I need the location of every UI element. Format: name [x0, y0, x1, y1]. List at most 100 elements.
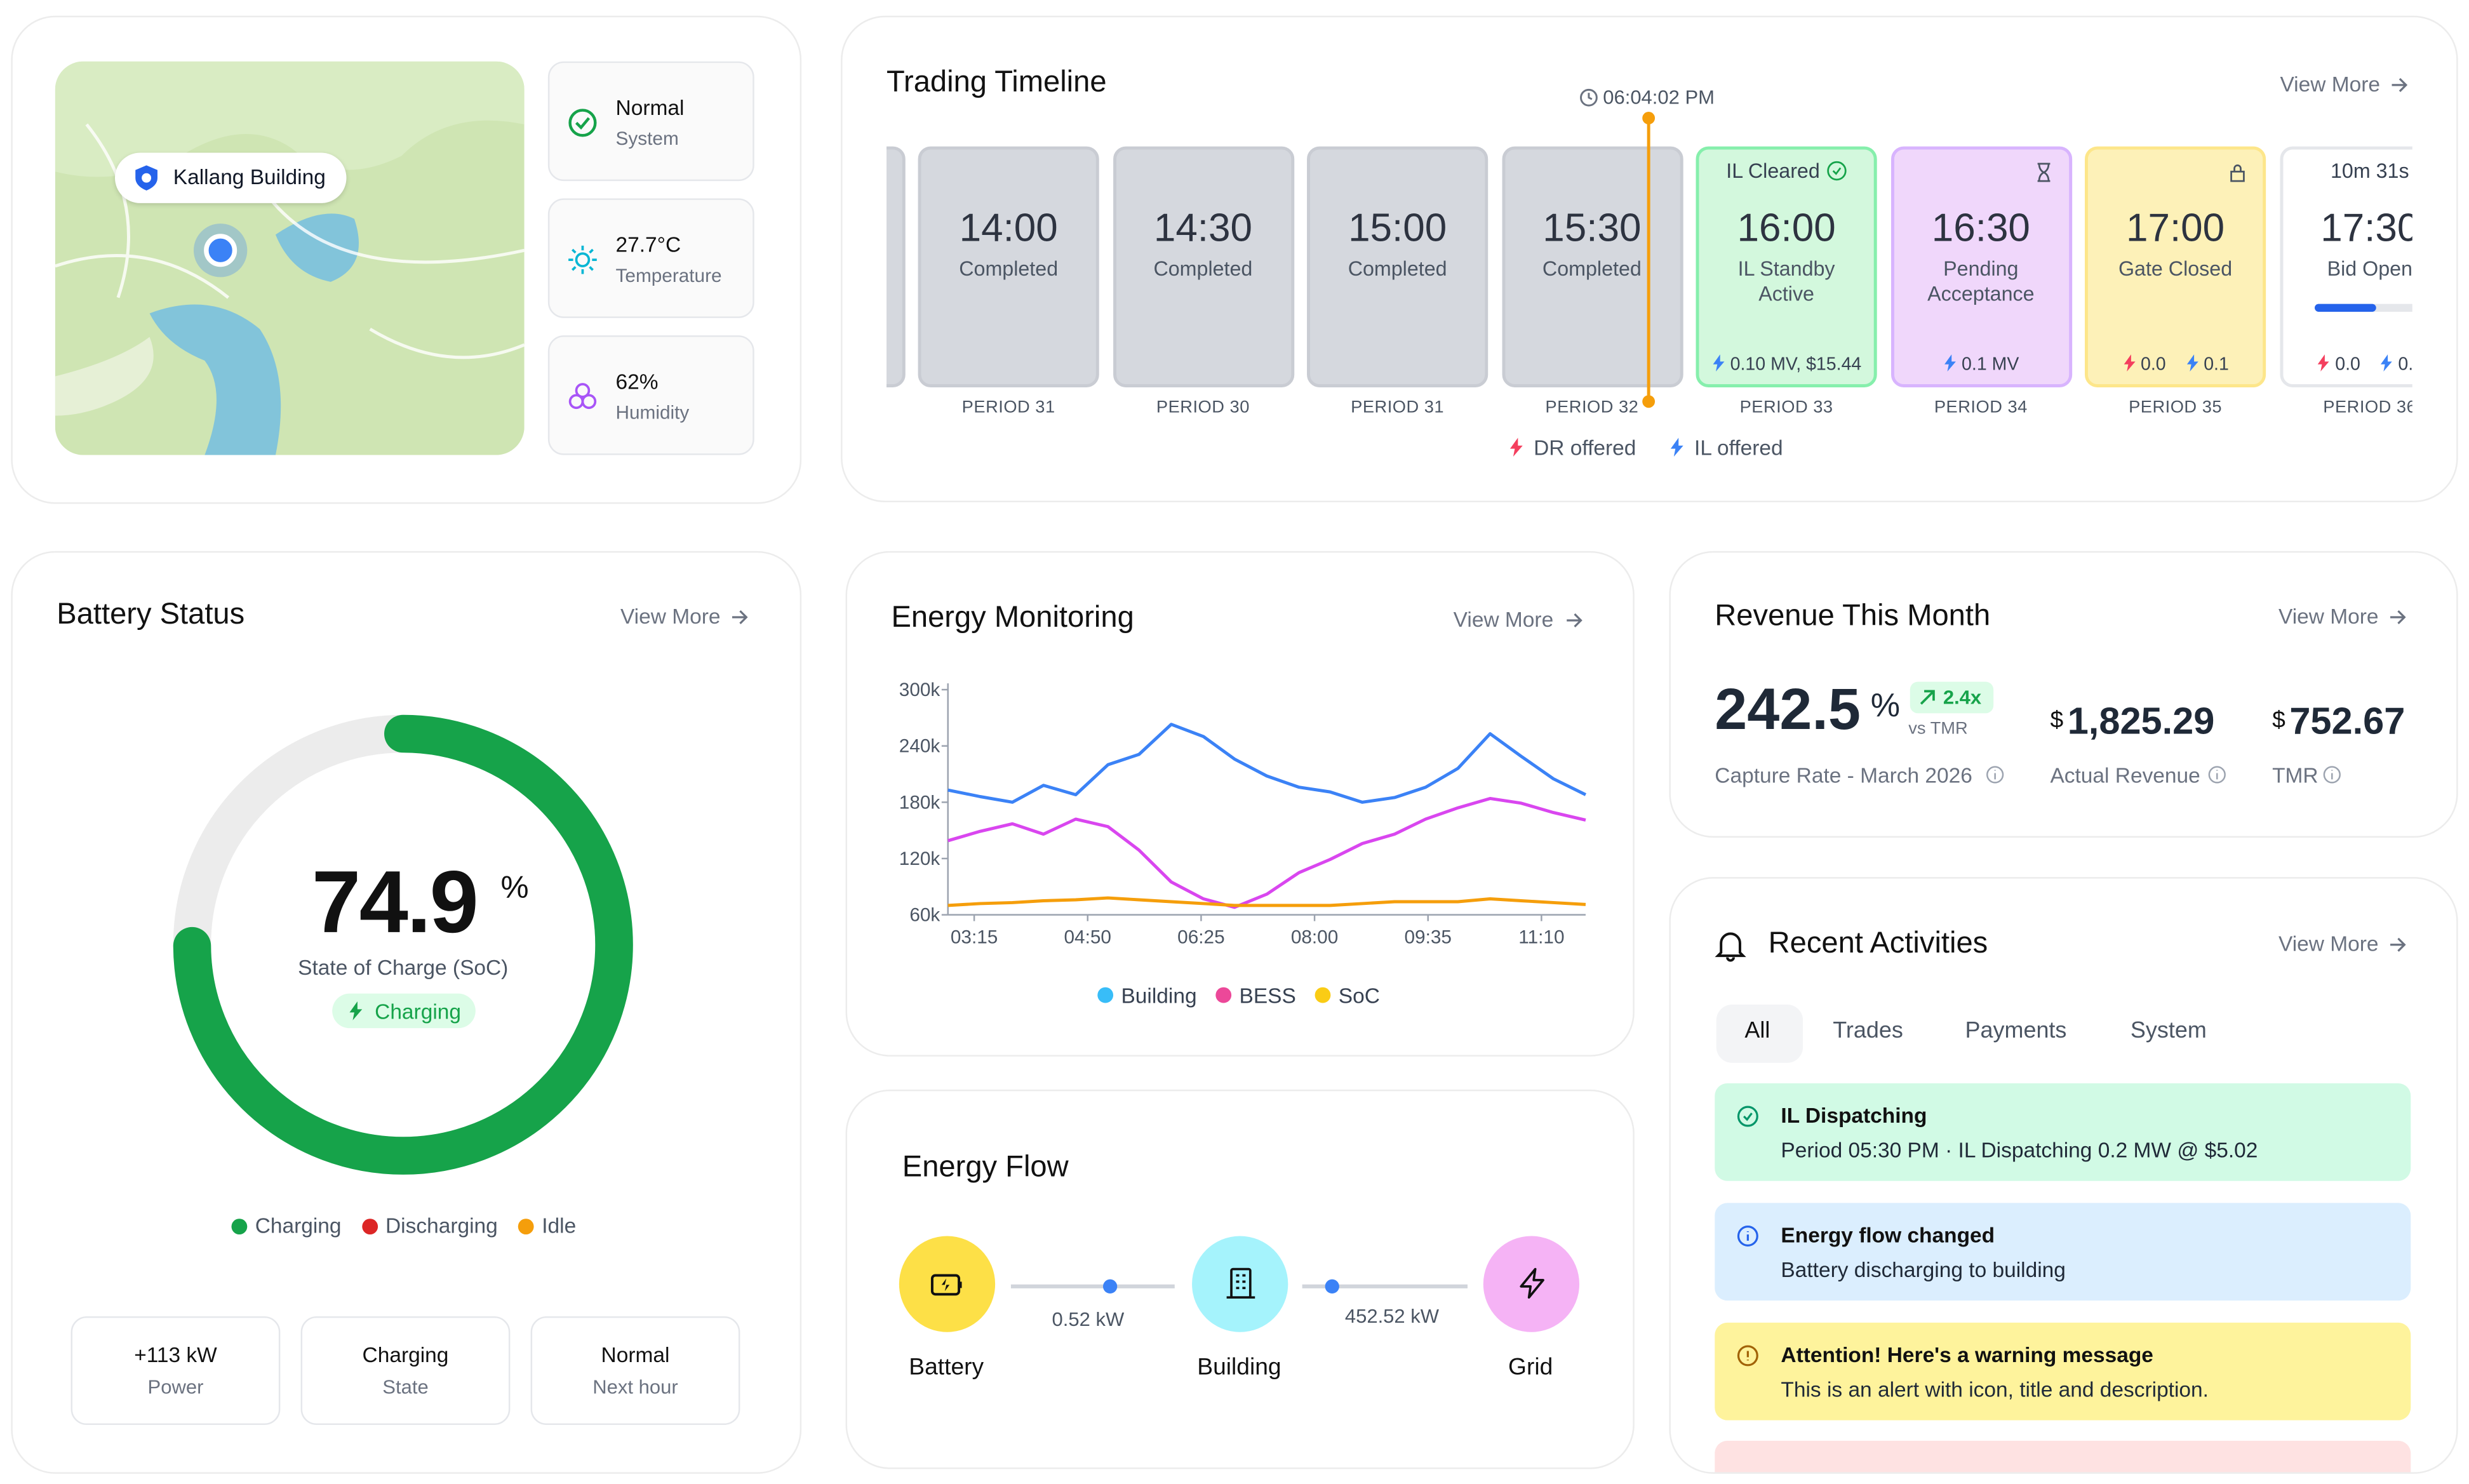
view-more[interactable]: View More — [2278, 932, 2379, 956]
legend-item: IL offered — [1669, 436, 1783, 460]
arrow-icon — [732, 610, 748, 625]
bid-progress-fill — [2313, 304, 2376, 312]
legend-item: Discharging — [361, 1214, 498, 1238]
flow-links — [1010, 1279, 1468, 1293]
gauge-legend: Charging Discharging Idle — [231, 1212, 597, 1241]
legend-label: Idle — [542, 1213, 577, 1238]
bolt-icon — [1944, 354, 1956, 371]
series-line — [947, 796, 1586, 909]
tab[interactable]: All — [1744, 1019, 1770, 1044]
period-label: PERIOD 36 — [2323, 398, 2412, 418]
multiplier-label: vs TMR — [1908, 719, 1968, 739]
stat-value: Charging — [362, 1343, 449, 1367]
legend-dot — [231, 1219, 248, 1235]
activity-title: IL Dispatching — [1781, 1104, 1927, 1128]
legend-label: BESS — [1240, 985, 1296, 1008]
view-more[interactable]: View More — [2278, 605, 2379, 629]
view-more[interactable]: View More — [620, 605, 721, 629]
legend-item: Idle — [518, 1214, 576, 1238]
period-label: PERIOD 34 — [1934, 398, 2028, 418]
il-value: 0.1 MV — [1962, 356, 2019, 375]
legend-dot — [1315, 987, 1331, 1003]
weather-chip: 62% Humidity — [547, 335, 754, 455]
flow-node — [1483, 1236, 1580, 1332]
chip-value: 62% — [615, 370, 659, 394]
period-card: 15:30 Completed — [1501, 146, 1683, 387]
dr-value: 0.0 — [2141, 356, 2166, 375]
bolt-shape — [2317, 354, 2329, 371]
gauge-arc — [173, 714, 633, 1175]
map — [55, 61, 525, 455]
lock-icon — [2230, 164, 2245, 182]
card-title: Trading Timeline — [887, 66, 1107, 100]
info-icon — [1986, 766, 2004, 784]
period-header: 10m 31s — [2282, 159, 2412, 182]
chip-value: 27.7°C — [615, 232, 681, 257]
info-icon — [2323, 766, 2341, 784]
bolt-shape — [1944, 354, 1956, 371]
chip-value: Normal — [615, 96, 685, 120]
now-indicator — [1642, 112, 1656, 408]
period-label: PERIOD 35 — [2129, 398, 2223, 418]
legend-label: Building — [1121, 985, 1196, 1008]
period-header-text: 10m 31s — [2330, 159, 2409, 183]
check-icon — [568, 109, 597, 137]
legend-label: IL offered — [1694, 436, 1783, 460]
activity-title: Attention! Here's a warning message — [1781, 1343, 2153, 1367]
view-more[interactable]: View More — [1453, 608, 1554, 632]
period-status: IL Standby Active — [1737, 257, 1835, 306]
period-status: Gate Closed — [2118, 257, 2233, 281]
multiplier-badge: 2.4x — [1910, 681, 1994, 714]
card-title: Energy Flow — [902, 1151, 1069, 1184]
node-label: Grid — [1508, 1354, 1553, 1381]
activity-text: Period 05:30 PM · IL Dispatching 0.2 MW … — [1781, 1138, 2258, 1162]
stat-box: Normal Next hour — [530, 1316, 740, 1426]
legend-dot — [361, 1219, 378, 1235]
period-header-text: IL Cleared — [1726, 159, 1820, 183]
sun-icon — [568, 245, 597, 274]
period-label: PERIOD 33 — [1739, 398, 1833, 418]
humidity-icon — [568, 383, 597, 410]
state-badge: Charging — [332, 993, 476, 1029]
period-label: PERIOD 30 — [1156, 398, 1250, 418]
soc-gauge — [173, 714, 633, 1175]
period-label: PERIOD 31 — [961, 398, 1055, 418]
x-tick-label: 11:10 — [1518, 926, 1564, 947]
arrow-icon — [2392, 77, 2408, 92]
revenue-card — [1669, 551, 2458, 838]
currency: $ — [2272, 707, 2285, 734]
check-icon — [1826, 161, 1847, 181]
check-mark — [1832, 167, 1841, 175]
location-name: Kallang Building — [173, 165, 326, 189]
check-ring — [1826, 161, 1847, 181]
activity-title: Energy flow changed — [1781, 1223, 1995, 1247]
icon-shape — [2037, 163, 2050, 182]
bolt-icon — [2123, 354, 2135, 371]
y-tick-label: 60k — [909, 905, 940, 926]
chip-label: Temperature — [615, 264, 722, 287]
period-card: 15:00 Completed — [1307, 146, 1489, 387]
soc-label: State of Charge (SoC) — [298, 956, 509, 980]
bell-icon — [1715, 932, 1746, 962]
view-more[interactable]: View More — [2280, 72, 2380, 97]
tab[interactable]: Payments — [1965, 1019, 2067, 1044]
bolt-shape — [1713, 354, 1724, 371]
period-card: 16:30 Pending Acceptance 0.1 MV — [1890, 146, 2071, 387]
capture-unit: % — [1870, 688, 1901, 725]
tab-pill — [1716, 1004, 1803, 1063]
card-title: Battery Status — [57, 598, 245, 632]
bolt-icon — [2317, 354, 2329, 371]
y-tick-label: 120k — [899, 848, 940, 869]
card-title: Energy Monitoring — [891, 601, 1134, 635]
stat-box: +113 kW Power — [70, 1316, 281, 1426]
period-time: 14:00 — [959, 206, 1058, 251]
period-card: 14:30 Completed — [1112, 146, 1294, 387]
period-card: 14:00 Completed — [918, 146, 1099, 387]
period-offers: 0.10 MV, $15.44 — [1699, 354, 1873, 375]
tab[interactable]: System — [2130, 1019, 2207, 1044]
activity-item — [1715, 1440, 2411, 1473]
card-title: Revenue This Month — [1715, 599, 1991, 633]
tab[interactable]: Trades — [1833, 1019, 1903, 1044]
period-time: 15:00 — [1348, 206, 1447, 251]
